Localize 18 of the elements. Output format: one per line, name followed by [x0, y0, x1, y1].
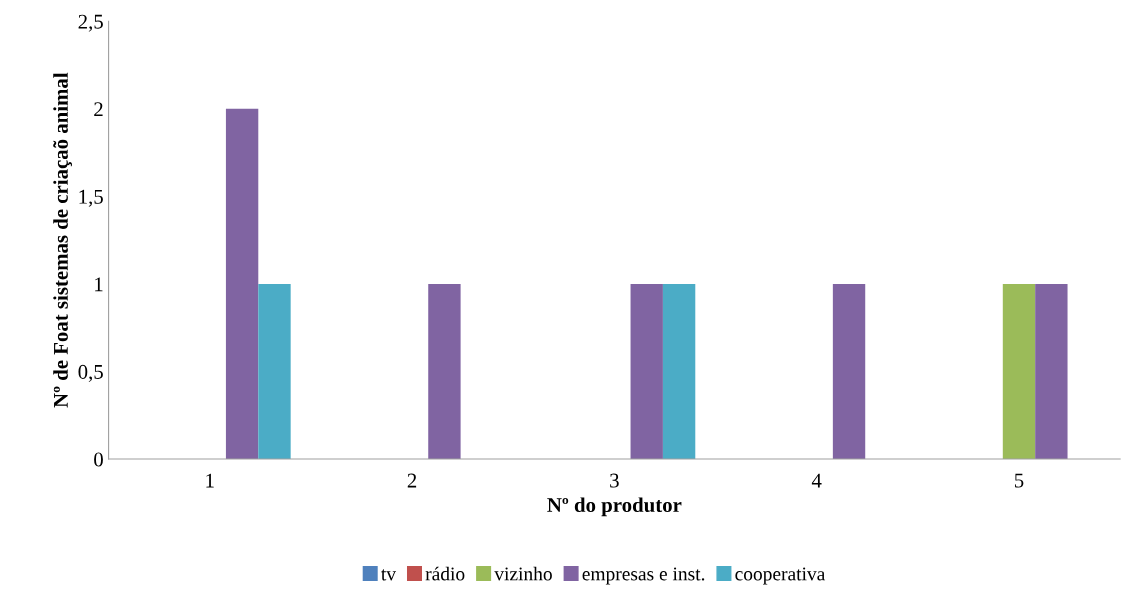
x-tick-label: 5 [1014, 473, 1024, 488]
legend-label: empresas e inst. [582, 567, 705, 585]
legend-label: cooperativa [735, 567, 826, 585]
x-tick-label: 3 [610, 473, 619, 488]
x-axis-title: Nº do produtor [547, 497, 682, 517]
x-tick-label: 1 [206, 473, 214, 488]
x-tick-label: 4 [811, 473, 822, 488]
y-axis-title: Nº de Foat sistemas de criaçaõ animal [53, 72, 72, 408]
y-tick-label: 1,5 [79, 189, 103, 207]
legend-label: tv [381, 569, 397, 581]
y-tick-label: 0,5 [78, 364, 103, 382]
x-tick-label: 2 [407, 473, 417, 488]
y-tick-label: 2,5 [78, 14, 103, 32]
legend-label: vizinho [494, 566, 552, 581]
y-tick-label: 1 [95, 277, 103, 292]
legend-label: rádio [425, 566, 465, 581]
y-tick-label: 0 [94, 452, 103, 467]
y-tick-label: 2 [94, 102, 103, 117]
